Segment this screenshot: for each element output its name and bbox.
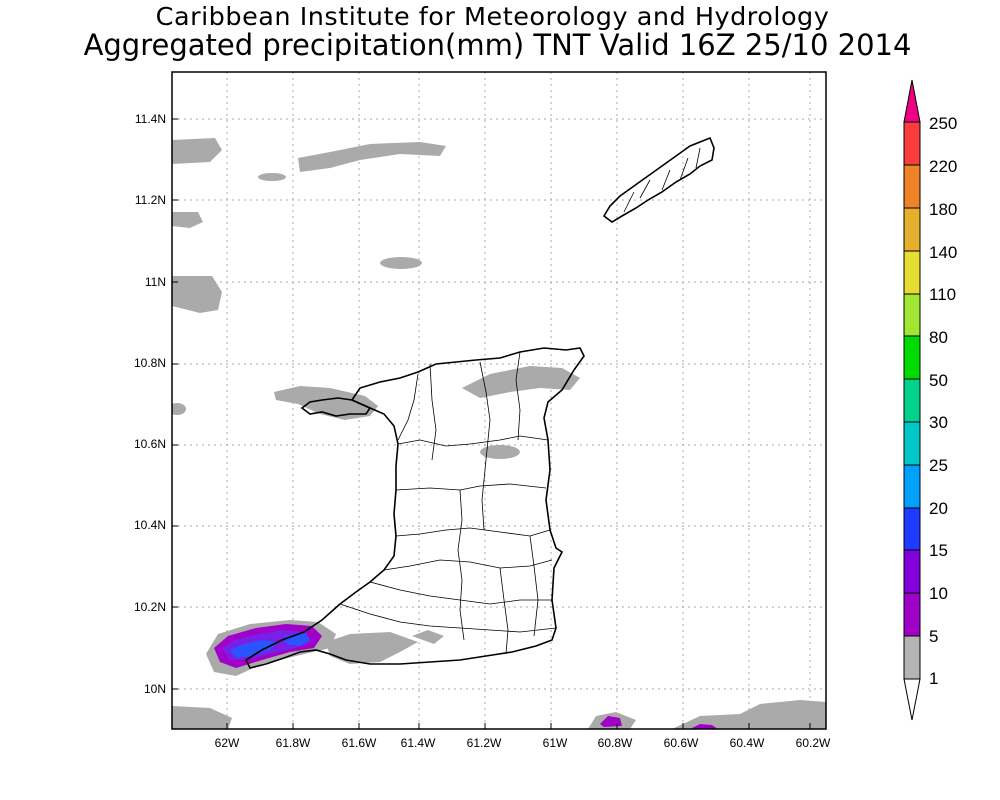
colorbar-label-5: 5 (929, 627, 939, 646)
colorbar-label-180: 180 (929, 200, 958, 219)
colorbar-bin-220 (903, 164, 921, 209)
lat-label-11-2n: 11.2N (134, 193, 166, 207)
colorbar-label-20: 20 (929, 499, 948, 518)
colorbar-label-80: 80 (929, 328, 948, 347)
map-frame (171, 71, 827, 730)
colorbar-bin-30 (903, 421, 921, 466)
colorbar-bin-180 (903, 207, 921, 252)
colorbar-bin-25 (903, 464, 921, 509)
colorbar-label-110: 110 (929, 285, 957, 304)
precipitation-shading (172, 138, 826, 729)
lon-label-61-8w: 61.8W (275, 736, 311, 750)
county-boundaries (339, 147, 701, 655)
lon-label-62w: 62W (214, 736, 240, 750)
axis-ticks (172, 118, 811, 729)
lat-label-10-4n: 10.4N (133, 518, 166, 532)
lat-label-11n: 11N (144, 275, 166, 289)
colorbar-bin-140 (903, 250, 921, 295)
colorbar-label-140: 140 (929, 243, 958, 262)
institute-title: Caribbean Institute for Meteorology and … (155, 2, 830, 31)
tobago-outline (602, 136, 715, 223)
colorbar-bin-50 (903, 378, 921, 423)
colorbar-label-1: 1 (929, 669, 939, 688)
lon-label-61-2w: 61.2W (466, 736, 502, 750)
colorbar-label-10: 10 (929, 584, 948, 603)
island-outlines (244, 136, 715, 669)
colorbar-bin-10 (903, 592, 921, 637)
precip-15-20mm (230, 632, 310, 658)
map-gridlines (172, 72, 826, 729)
lon-label-60-2w: 60.2W (795, 736, 831, 750)
paria-peninsula-outline (300, 397, 372, 417)
lat-label-11-4n: 11.4N (134, 112, 166, 126)
lat-label-10n: 10N (143, 682, 166, 696)
colorbar-bin-5 (903, 635, 921, 680)
colorbar-bin-250 (903, 121, 921, 166)
colorbar-bottom-arrow (903, 678, 921, 721)
colorbar-bin-15 (903, 549, 921, 594)
lon-label-61-6w: 61.6W (341, 736, 377, 750)
lon-label-60-4w: 60.4W (729, 736, 765, 750)
colorbar-top-arrow (903, 79, 921, 123)
colorbar-label-30: 30 (929, 413, 948, 432)
lat-label-10-6n: 10.6N (133, 437, 166, 451)
lon-label-61w: 61W (542, 736, 568, 750)
colorbar (903, 79, 921, 721)
lat-label-10-2n: 10.2N (133, 600, 166, 614)
colorbar-label-50: 50 (929, 371, 948, 390)
product-title: Aggregated precipitation(mm) TNT Valid 1… (83, 28, 912, 62)
colorbar-bin-80 (903, 335, 921, 380)
colorbar-label-220: 220 (929, 157, 958, 176)
colorbar-bin-110 (903, 293, 921, 337)
colorbar-label-25: 25 (929, 456, 948, 475)
colorbar-label-15: 15 (929, 541, 948, 560)
lon-label-60-8w: 60.8W (597, 736, 633, 750)
colorbar-label-250: 250 (929, 114, 958, 133)
lon-label-61-4w: 61.4W (400, 736, 436, 750)
lat-label-10-8n: 10.8N (133, 356, 166, 370)
lon-label-60-6w: 60.6W (663, 736, 699, 750)
colorbar-bin-20 (903, 507, 921, 551)
